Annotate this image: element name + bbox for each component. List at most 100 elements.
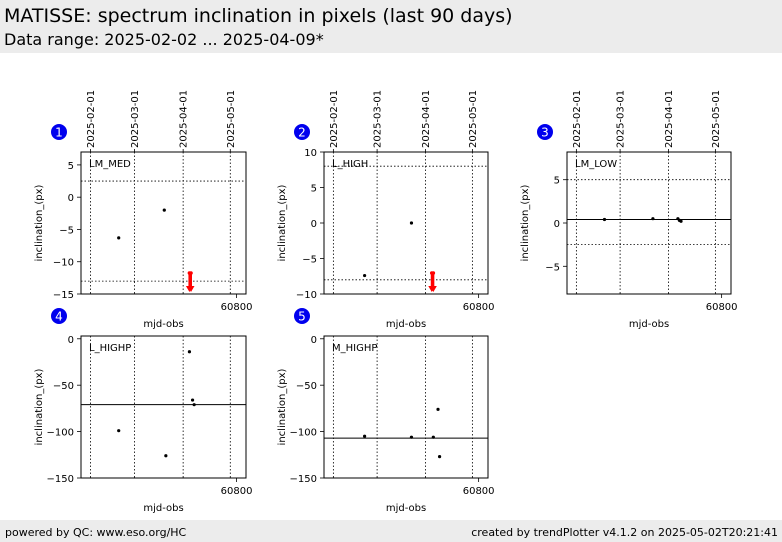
plot-frame [323,335,489,479]
panel-number: 3 [541,126,549,140]
y-tick-label: −5 [59,225,74,236]
data-point [651,217,655,221]
chart-5: 50 −50 −100 −150 60800 mjd-obs inclination_(px… [277,308,495,514]
footer-created: created by trendPlotter v4.1.2 on 2025-0… [471,526,778,539]
x-axis-label: mjd-obs [386,503,426,514]
panel-label: L_HIGH [332,159,368,170]
y-axis-label: inclination_(px) [277,184,288,261]
y-axis-label: inclination_(px) [520,184,531,261]
date-tick-label: 2025-02-01 [86,90,97,148]
panel-number: 4 [55,310,63,324]
x-tick-label: 60800 [221,486,253,497]
data-point [363,273,367,278]
y-axis-label: inclination_(px) [34,184,45,261]
y-tick-label: −50 [296,381,317,392]
outlier-marker [189,271,193,275]
x-tick-label: 60800 [221,302,253,313]
panel-number-marker [51,124,67,140]
data-point [192,403,196,407]
panel-label: L_HIGHP [89,343,131,354]
panel-number-marker [294,124,310,140]
x-tick-label: 60800 [706,302,738,313]
y-axis-label: inclination_(px) [277,368,288,445]
y-tick-label: −150 [47,474,74,485]
chart-2: 2 2025-02-01 2025-03-01 2025-04-01 2025-05-0… [277,90,495,330]
y-tick-label: 10 [304,148,317,159]
plot-frame [566,151,732,295]
panel-label: LM_LOW [575,159,617,170]
data-point [431,435,435,439]
data-range-subtitle: Data range: 2025-02-02 ... 2025-04-09* [4,30,324,49]
y-tick-label: 0 [68,335,74,346]
data-point [409,221,414,225]
y-tick-label: 5 [68,161,74,172]
y-tick-label: −10 [296,290,317,301]
chart-3: 3 2025-02-01 2025-03-01 2025-04-01 2025-05-0… [520,90,738,330]
date-tick-label: 2025-04-01 [179,90,190,148]
data-point [679,219,683,223]
plots-canvas: 1 2025-02-01 2025-03-01 2025-04-01 2025-05-0… [34,90,738,514]
footer-credit: powered by QC: www.eso.org/HC [5,526,187,539]
data-point [437,455,442,459]
y-tick-label: 0 [311,335,317,346]
panel-number-marker [294,308,310,324]
date-tick-label: 2025-05-01 [711,90,722,148]
panel-label: LM_MED [89,159,131,170]
plot-frame [80,151,247,295]
data-point [117,236,121,240]
data-point [409,435,414,439]
data-point [164,454,168,458]
data-point [117,429,121,433]
header-bar: MATISSE: spectrum inclination in pixels … [0,0,782,53]
y-tick-label: −100 [290,428,317,439]
panel-number: 1 [55,126,63,140]
x-tick-label: 60800 [463,486,495,497]
y-axis-label: inclination_(px) [34,368,45,445]
date-tick-label: 2025-05-01 [226,90,237,148]
date-tick-label: 2025-03-01 [373,90,384,148]
y-tick-label: −50 [53,381,74,392]
y-tick-label: −5 [545,262,560,273]
footer-bar: powered by QC: www.eso.org/HC created by… [0,520,782,542]
y-tick-label: −10 [53,258,74,269]
page-title: MATISSE: spectrum inclination in pixels … [4,5,513,27]
data-point [187,350,192,354]
date-tick-label: 2025-02-01 [329,90,340,148]
y-tick-label: 0 [68,193,74,204]
plot-frame [323,151,489,295]
x-axis-label: mjd-obs [143,319,183,330]
data-point [363,434,367,438]
data-point [436,407,440,411]
date-tick-label: 2025-04-01 [421,90,432,148]
panel-number: 5 [298,310,306,324]
data-point [602,217,607,222]
y-tick-label: 0 [311,219,317,230]
date-tick-label: 2025-04-01 [664,90,675,148]
outlier-arrow-head [429,286,437,292]
x-axis-label: mjd-obs [386,319,426,330]
panel-number: 2 [298,126,306,140]
y-tick-label: −5 [302,255,317,266]
panel-number-marker [537,124,553,140]
data-point [162,208,166,212]
date-tick-label: 2025-03-01 [616,90,627,148]
x-axis-label: mjd-obs [143,503,183,514]
y-tick-label: −15 [53,290,74,301]
chart-1: 1 2025-02-01 2025-03-01 2025-04-01 2025-05-0… [34,90,252,330]
date-tick-label: 2025-02-01 [572,90,583,148]
y-tick-label: −100 [47,428,74,439]
panel-number-marker [51,308,67,324]
x-tick-label: 60800 [463,302,495,313]
outlier-marker [431,271,436,275]
y-tick-label: 5 [311,184,317,195]
date-tick-label: 2025-03-01 [130,90,141,148]
y-tick-label: 5 [554,176,560,187]
outlier-arrow-head [187,286,195,292]
panel-label: M_HIGHP [332,343,377,354]
y-tick-label: 0 [554,219,560,230]
y-tick-label: −150 [290,474,317,485]
plot-frame [80,335,247,479]
data-point [190,398,195,402]
x-axis-label: mjd-obs [629,319,669,330]
chart-4: 40 −50 −100 −150 60800 mjd-obs inclination_(px… [34,308,252,514]
